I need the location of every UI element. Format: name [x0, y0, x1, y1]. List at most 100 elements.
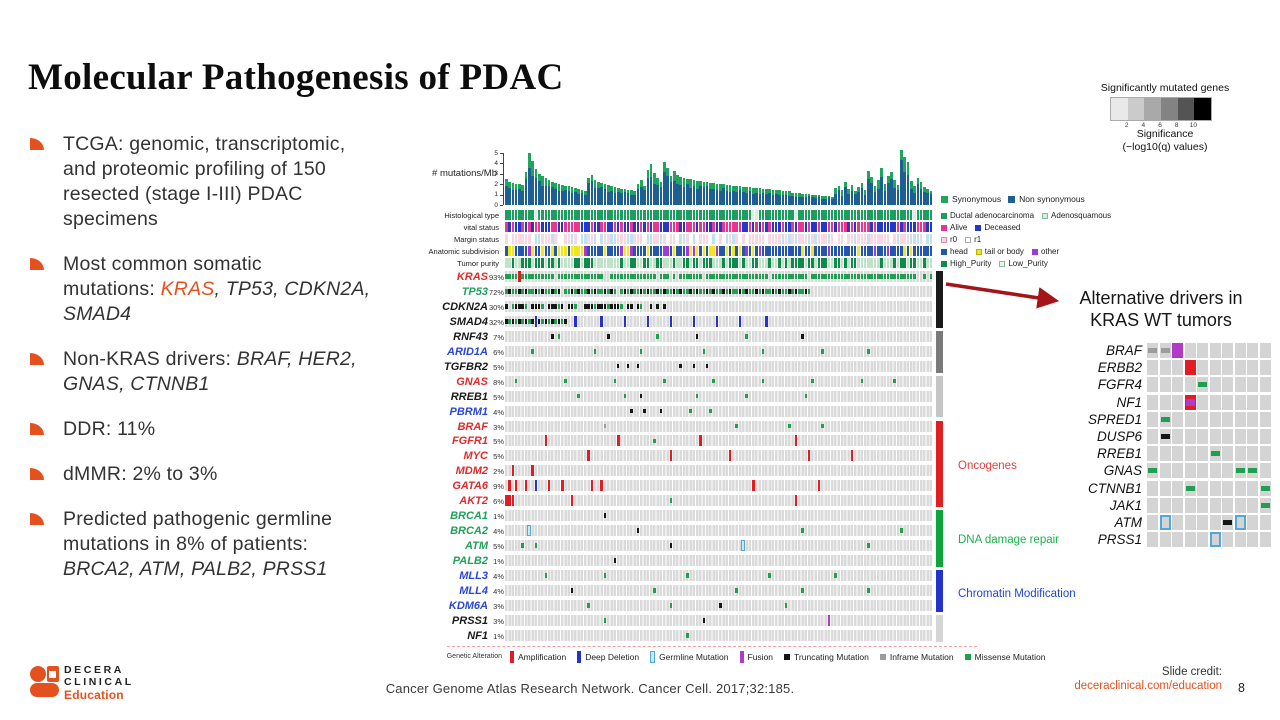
mutation-bar-synonymous [557, 184, 561, 191]
track-cell [560, 234, 564, 244]
mutation-bar-synonymous [620, 189, 623, 194]
mutation-bar [551, 182, 554, 205]
mark-missense [692, 289, 696, 294]
track-cell [916, 246, 920, 256]
mark-missense [636, 289, 640, 294]
mark-truncating [511, 319, 515, 324]
oncoprint-gene-label: TGFBR2 [444, 360, 488, 373]
legend-swatch [941, 260, 947, 267]
bullet-text-segment: BRAF, HER2, [236, 348, 357, 370]
bullet-line: BRCA2, ATM, PALB2, PRSS1 [63, 557, 422, 582]
track-cell [682, 222, 686, 232]
mark-missense [524, 274, 528, 279]
mutation-bar-synonymous [653, 172, 656, 184]
track-cell [577, 258, 580, 268]
mutation-bar-synonymous [847, 189, 850, 195]
track-cell [837, 210, 841, 220]
track-cell [663, 246, 666, 256]
mark-missense [742, 274, 745, 279]
mark-truncating [639, 393, 643, 399]
alt-driver-cell [1159, 532, 1171, 548]
mark-truncating [521, 304, 524, 309]
track-cell [903, 210, 906, 220]
track-cell [906, 222, 910, 232]
track-cell [567, 246, 571, 256]
mutation-bar [870, 176, 874, 205]
mark-missense [732, 274, 735, 279]
mark-truncating [551, 333, 554, 339]
oncoprint-gene-pct: 9% [493, 482, 504, 492]
bullet-line: Non-KRAS drivers: BRAF, HER2, [63, 347, 422, 372]
mutation-bar [541, 175, 544, 205]
track-cell [814, 222, 817, 232]
mutation-bar-synonymous [531, 161, 534, 176]
slide-credit-link[interactable]: deceraclinical.com/education [1074, 680, 1222, 692]
mark-truncating [771, 289, 775, 294]
alt-mark-amplification [1184, 360, 1196, 376]
track-cell [847, 210, 850, 220]
track-cell [913, 258, 916, 268]
bullet-text: Non-KRAS drivers: BRAF, HER2, GNAS, CTNNB… [63, 347, 422, 397]
track-cell [768, 234, 771, 244]
bullet-text-segment: Most common somatic [63, 253, 262, 275]
track-cell [607, 222, 610, 232]
mutation-bar-synonymous [804, 193, 808, 197]
mark-missense [840, 274, 844, 279]
legend-item: other [1031, 247, 1060, 256]
mark-amplification [699, 435, 702, 447]
track-cell [531, 246, 534, 256]
bullet-line: specimens [63, 207, 422, 232]
mark-missense [531, 289, 534, 294]
track-cell [890, 258, 893, 268]
mutation-bar-synonymous [705, 182, 709, 187]
track-cell [692, 234, 696, 244]
track-cell [798, 222, 801, 232]
mark-missense [521, 289, 524, 294]
bullet-line: DDR: 11% [63, 417, 422, 442]
mutation-bar-synonymous [715, 184, 719, 191]
track-cell [659, 222, 663, 232]
oncoprint-gene-pct: 1% [493, 557, 504, 567]
mutation-bar-synonymous [521, 185, 525, 191]
track-cell [745, 246, 748, 256]
alt-driver-cell [1184, 446, 1196, 462]
mark-missense [620, 274, 623, 279]
bullet-text-segment: KRAS [160, 278, 215, 300]
oncoprint-gene-pct: 32% [489, 317, 505, 327]
mutation-bar-synonymous [768, 189, 771, 194]
genetic-alteration-item: Fusion [739, 651, 773, 663]
track-cell [613, 234, 617, 244]
alt-driver-cell [1159, 480, 1171, 496]
track-cell [620, 246, 623, 256]
missense-icon [964, 654, 971, 660]
mark-amplification [518, 271, 521, 282]
track-cell [929, 258, 933, 268]
legend-label: other [1040, 247, 1060, 256]
track-cell [745, 210, 748, 220]
track-cell [656, 234, 659, 244]
track-cell [653, 234, 656, 244]
track-cell [728, 222, 732, 232]
oncoprint-sidebar-segment [936, 420, 943, 508]
mutation-bar-synonymous [873, 186, 877, 192]
track-cell [715, 234, 719, 244]
mark-truncating [745, 289, 748, 294]
mutation-bar [623, 189, 627, 205]
track-cell [692, 258, 696, 268]
alt-driver-row [1147, 360, 1273, 376]
mutation-bar-synonymous [643, 186, 646, 191]
mutation-bar [738, 186, 742, 205]
track-cell [524, 234, 528, 244]
mutation-bar-synonymous [699, 181, 702, 186]
mutation-bar [834, 188, 837, 205]
mark-missense [564, 274, 567, 279]
track-cell [742, 210, 745, 220]
alt-driver-cell [1222, 343, 1234, 358]
mark-truncating [534, 289, 538, 294]
bullet-line: dMMR: 2% to 3% [63, 462, 422, 487]
mark-missense [719, 274, 722, 279]
legend-swatch [1031, 248, 1038, 255]
oncoprint-gene-pct: 30% [489, 302, 505, 312]
smg-step [1111, 98, 1128, 120]
mark-amplification [524, 480, 528, 492]
